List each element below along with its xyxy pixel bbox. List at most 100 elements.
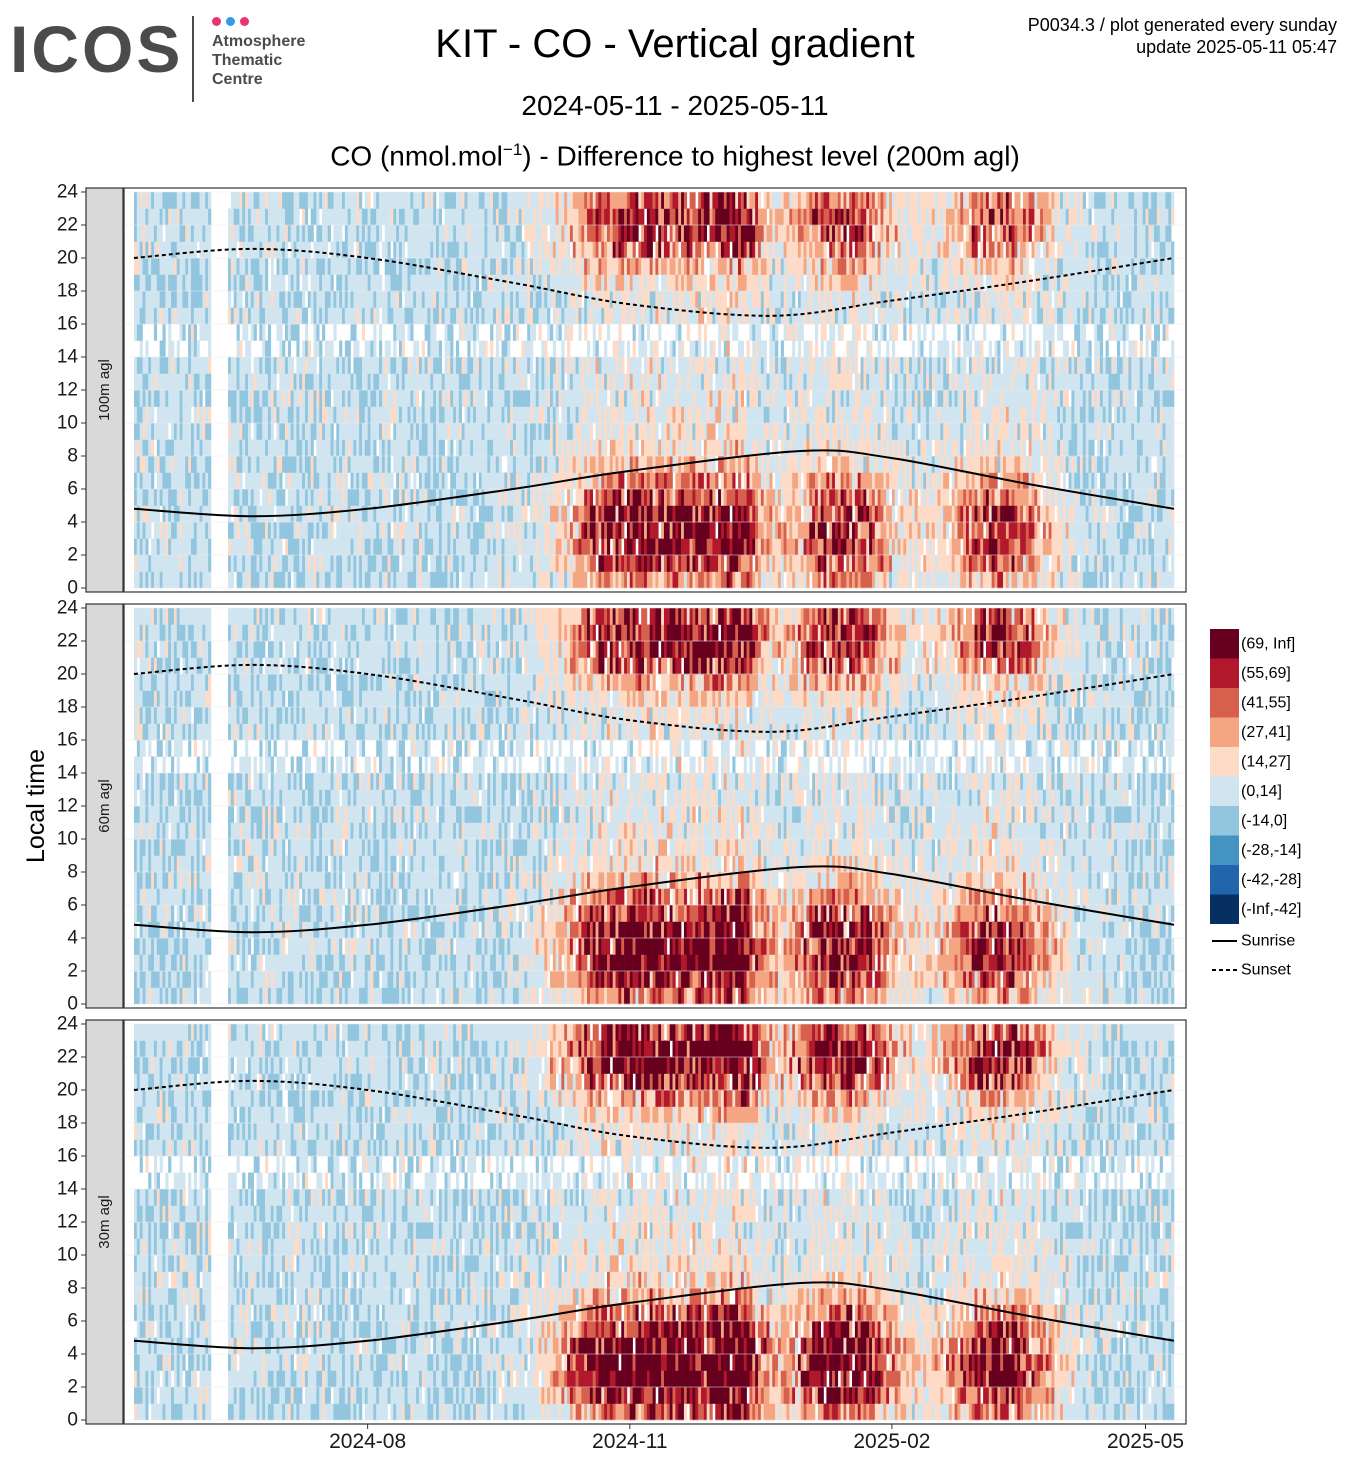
heatmap-cell: [307, 489, 311, 506]
heatmap-cell: [669, 406, 673, 424]
heatmap-cell: [330, 340, 334, 358]
heatmap-cell: [621, 258, 625, 275]
heatmap-cell: [359, 555, 363, 572]
heatmap-cell: [735, 357, 739, 374]
heatmap-cell: [236, 571, 240, 589]
heatmap-cell: [615, 505, 619, 523]
heatmap-cell: [584, 390, 588, 407]
heatmap-cell: [524, 258, 528, 275]
heatmap-cell: [290, 208, 294, 226]
heatmap-cell: [307, 390, 311, 407]
heatmap-cell: [766, 538, 770, 556]
heatmap-cell: [635, 274, 639, 292]
heatmap-cell: [698, 439, 702, 457]
heatmap-cell: [416, 241, 420, 259]
heatmap-cell: [367, 258, 371, 275]
heatmap-cell: [527, 472, 531, 490]
heatmap-cell: [179, 456, 183, 473]
heatmap-cell: [658, 192, 662, 209]
heatmap-cell: [655, 208, 659, 226]
heatmap-cell: [353, 357, 357, 374]
heatmap-cell: [663, 571, 668, 589]
heatmap-cell: [145, 555, 149, 572]
heatmap-cell: [253, 456, 257, 473]
heatmap-cell: [555, 423, 559, 440]
heatmap-cell: [558, 456, 562, 473]
heatmap-cell: [162, 555, 166, 572]
heatmap-cell: [367, 439, 371, 457]
heatmap-cell: [333, 324, 337, 341]
heatmap-cell: [666, 406, 670, 424]
heatmap-cell: [538, 555, 542, 572]
heatmap-cell: [347, 258, 351, 275]
heatmap-cell: [775, 456, 779, 473]
heatmap-cell: [595, 571, 599, 589]
heatmap-cell: [285, 291, 289, 308]
heatmap-cell: [151, 406, 155, 424]
heatmap-cell: [521, 208, 525, 226]
heatmap-cell: [720, 258, 725, 275]
heatmap-cell: [148, 456, 152, 473]
heatmap-cell: [393, 241, 397, 259]
heatmap-cell: [484, 258, 488, 275]
heatmap-cell: [364, 571, 368, 589]
heatmap-cell: [159, 225, 163, 242]
heatmap-cell: [510, 225, 514, 242]
heatmap-cell: [190, 241, 195, 259]
heatmap-cell: [504, 241, 508, 259]
heatmap-cell: [381, 456, 386, 473]
heatmap-cell: [635, 373, 639, 391]
heatmap-cell: [265, 571, 269, 589]
heatmap-cell: [307, 192, 311, 209]
heatmap-cell: [208, 208, 212, 226]
heatmap-cell: [758, 489, 762, 506]
heatmap-cell: [644, 538, 648, 556]
heatmap-cell: [686, 439, 690, 457]
heatmap-cell: [290, 291, 294, 308]
heatmap-cell: [743, 505, 747, 523]
heatmap-cell: [421, 439, 425, 457]
heatmap-cell: [584, 439, 588, 457]
heatmap-cell: [190, 373, 195, 391]
heatmap-cell: [390, 439, 394, 457]
heatmap-cell: [487, 489, 491, 506]
heatmap-cell: [182, 390, 186, 407]
heatmap-cell: [646, 241, 651, 259]
heatmap-cell: [621, 274, 625, 292]
heatmap-cell: [621, 208, 625, 226]
heatmap-cell: [282, 423, 286, 440]
heatmap-cell: [524, 505, 528, 523]
heatmap-cell: [635, 472, 639, 490]
heatmap-cell: [507, 192, 511, 209]
heatmap-cell: [182, 225, 186, 242]
heatmap-cell: [473, 522, 477, 539]
heatmap-cell: [413, 192, 417, 209]
heatmap-cell: [658, 555, 662, 572]
heatmap-cell: [290, 390, 294, 407]
heatmap-cell: [493, 571, 497, 589]
heatmap-cell: [587, 456, 591, 473]
heatmap-cell: [424, 571, 428, 589]
heatmap-cell: [171, 373, 175, 391]
heatmap-cell: [618, 472, 622, 490]
heatmap-cell: [752, 258, 756, 275]
heatmap-cell: [604, 373, 608, 391]
heatmap-cell: [538, 456, 542, 473]
heatmap-cell: [407, 522, 411, 539]
heatmap-cell: [393, 208, 397, 226]
heatmap-cell: [179, 291, 183, 308]
heatmap-cell: [629, 571, 633, 589]
heatmap-cell: [438, 456, 443, 473]
heatmap-cell: [615, 555, 619, 572]
heatmap-cell: [193, 340, 197, 358]
heatmap-cell: [490, 390, 494, 407]
heatmap-cell: [777, 291, 782, 308]
heatmap-cell: [373, 439, 377, 457]
heatmap-cell: [689, 472, 693, 490]
heatmap-cell: [703, 324, 708, 341]
heatmap-cell: [401, 340, 405, 358]
heatmap-cell: [193, 192, 197, 209]
heatmap-cell: [199, 208, 203, 226]
heatmap-cell: [179, 571, 183, 589]
heatmap-cell: [199, 456, 203, 473]
